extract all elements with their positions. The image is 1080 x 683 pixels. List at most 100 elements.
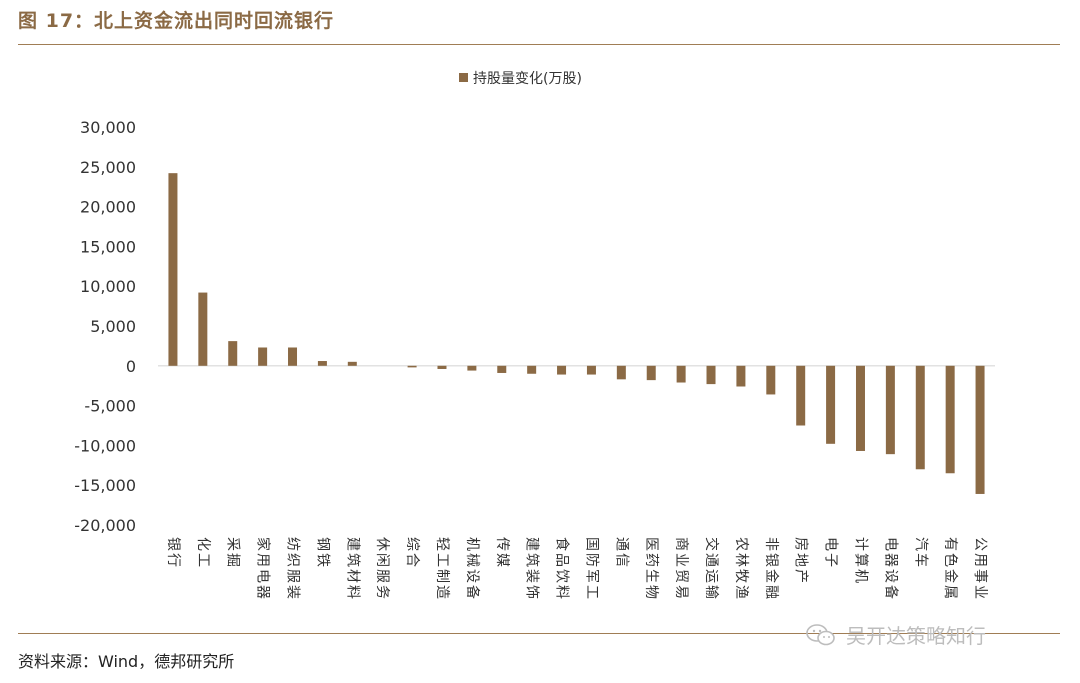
svg-text:装: 装: [524, 569, 540, 583]
svg-text:房: 房: [793, 537, 809, 551]
svg-text:交: 交: [703, 537, 720, 551]
svg-text:造: 造: [434, 585, 450, 599]
svg-text:信: 信: [613, 553, 629, 567]
bar: [676, 365, 686, 383]
bar: [317, 361, 327, 366]
y-tick-label: -15,000: [74, 476, 136, 495]
svg-text:电: 电: [823, 537, 839, 551]
x-tick-label: 计算机: [852, 537, 868, 583]
svg-text:医: 医: [643, 537, 659, 551]
svg-text:计: 计: [852, 537, 868, 551]
bar: [228, 341, 238, 366]
svg-text:筑: 筑: [524, 553, 540, 567]
svg-text:药: 药: [643, 553, 659, 567]
svg-text:工: 工: [434, 553, 450, 567]
svg-text:用: 用: [972, 553, 988, 567]
svg-text:农: 农: [733, 537, 749, 551]
svg-text:防: 防: [583, 553, 599, 567]
svg-text:国: 国: [583, 537, 599, 551]
svg-text:采: 采: [225, 537, 241, 551]
svg-text:电: 电: [255, 569, 271, 583]
svg-text:生: 生: [643, 569, 659, 583]
legend: 持股量变化(万股): [459, 71, 582, 87]
svg-text:金: 金: [763, 569, 779, 583]
svg-text:综: 综: [404, 537, 420, 551]
bar: [766, 365, 776, 395]
svg-text:有: 有: [942, 537, 958, 551]
svg-text:机: 机: [852, 569, 868, 583]
svg-text:汽: 汽: [912, 537, 928, 551]
bar: [527, 365, 537, 374]
svg-text:产: 产: [793, 569, 809, 583]
svg-text:传: 传: [494, 537, 510, 551]
svg-text:建: 建: [524, 537, 540, 551]
source-note: 资料来源：Wind，德邦研究所: [18, 652, 235, 671]
svg-text:料: 料: [344, 585, 360, 599]
x-axis-labels: 银行化工采掘家用电器纺织服装钢铁建筑材料休闲服务综合轻工制造机械设备传媒建筑装饰…: [165, 537, 988, 599]
bar: [497, 365, 507, 373]
bar: [915, 365, 925, 470]
svg-text:属: 属: [942, 585, 958, 599]
bar: [168, 173, 178, 366]
svg-text:业: 业: [972, 585, 988, 599]
svg-text:输: 输: [703, 585, 719, 599]
wechat-icon: [806, 623, 835, 645]
bar: [706, 365, 716, 385]
svg-text:备: 备: [882, 585, 899, 599]
y-tick-label: 25,000: [80, 158, 136, 177]
svg-text:银: 银: [165, 537, 181, 551]
y-tick-label: 0: [126, 357, 136, 376]
svg-text:务: 务: [374, 585, 390, 599]
svg-text:器: 器: [255, 585, 271, 599]
svg-text:器: 器: [882, 553, 898, 567]
bar: [885, 365, 895, 455]
svg-text:媒: 媒: [494, 553, 510, 567]
svg-text:备: 备: [464, 585, 481, 599]
bar: [736, 365, 746, 387]
svg-text:贸: 贸: [673, 569, 689, 583]
bar: [826, 365, 836, 444]
svg-text:渔: 渔: [733, 585, 749, 599]
y-tick-label: 15,000: [80, 237, 136, 256]
x-tick-label: 汽车: [912, 537, 929, 567]
legend-label: 持股量变化(万股): [473, 71, 582, 87]
svg-text:料: 料: [554, 585, 570, 599]
watermark: 吴开达策略知行: [806, 620, 986, 649]
svg-text:色: 色: [942, 553, 959, 567]
y-axis: 30,000 25,000 20,000 15,000 10,000 5,000 0 -5,0…: [74, 118, 136, 535]
top-divider: [18, 44, 1060, 45]
bars: [168, 173, 985, 494]
svg-text:饮: 饮: [554, 569, 570, 583]
svg-text:建: 建: [344, 537, 360, 551]
svg-text:服: 服: [285, 569, 301, 583]
x-tick-label: 采掘: [225, 537, 241, 567]
bar-chart: 持股量变化(万股) 30,000 25,000 20,000 15,000 10,000…: [74, 71, 995, 599]
svg-text:装: 装: [285, 585, 301, 599]
svg-text:合: 合: [404, 553, 420, 567]
bar: [586, 365, 596, 375]
bar: [467, 365, 477, 371]
svg-text:轻: 轻: [434, 537, 450, 551]
svg-text:商: 商: [673, 537, 689, 551]
bar: [616, 365, 626, 380]
bar: [855, 365, 865, 451]
svg-text:闲: 闲: [374, 553, 390, 567]
svg-text:业: 业: [673, 553, 689, 567]
y-tick-label: 20,000: [80, 198, 136, 217]
x-tick-label: 电子: [823, 537, 839, 567]
svg-text:钢: 钢: [314, 537, 330, 551]
svg-text:算: 算: [852, 553, 868, 567]
svg-text:铁: 铁: [314, 553, 330, 567]
bar: [437, 365, 447, 369]
svg-text:饰: 饰: [524, 585, 540, 599]
svg-text:化: 化: [195, 537, 211, 551]
